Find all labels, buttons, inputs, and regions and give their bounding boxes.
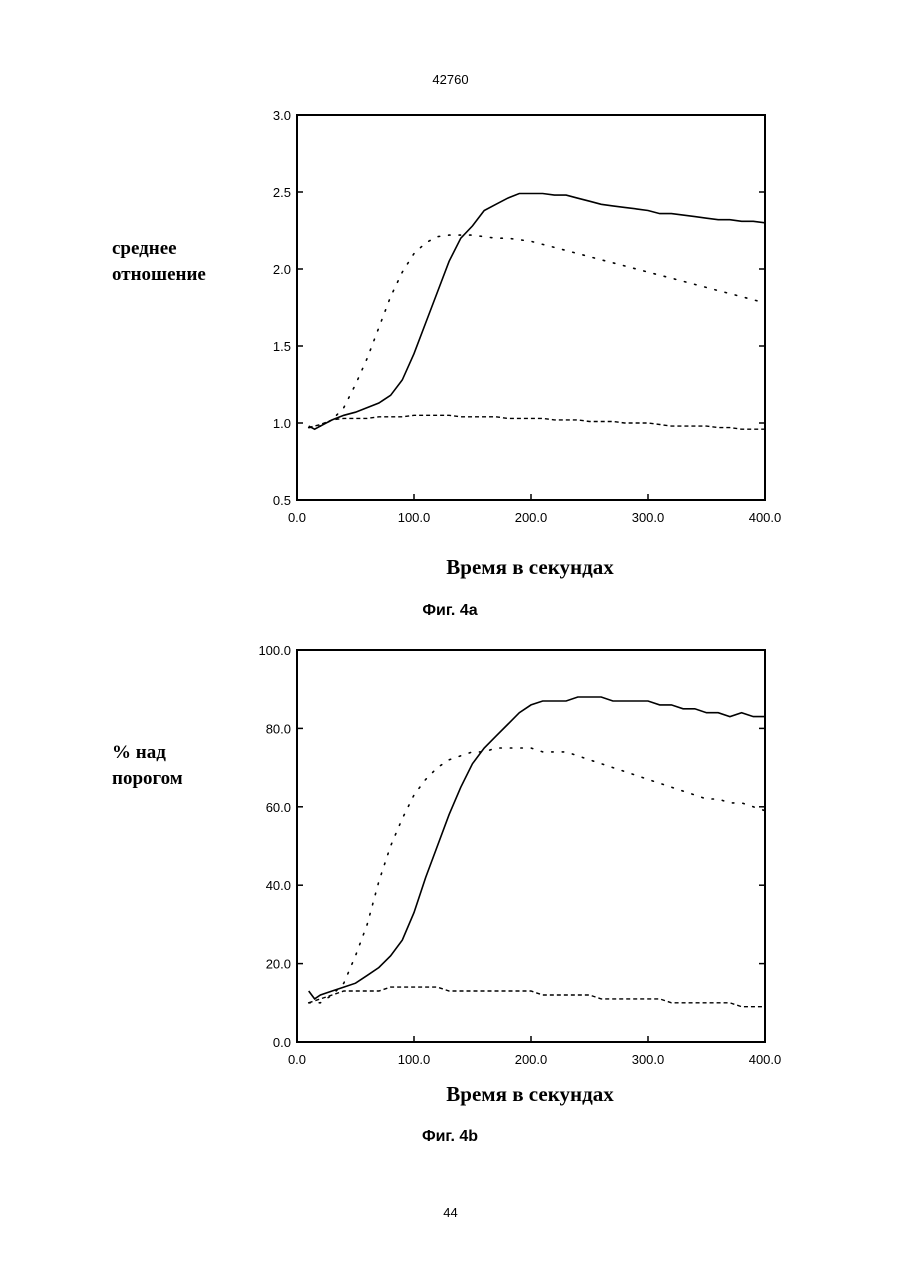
chart-b-caption: Фиг. 4b bbox=[290, 1128, 610, 1146]
chart-b-x-tick-label: 0.0 bbox=[288, 1052, 306, 1067]
chart-b-y-tick-label: 40.0 bbox=[266, 878, 291, 893]
chart-b-series-dashed-line bbox=[309, 987, 765, 1007]
chart-b-x-tick-label: 100.0 bbox=[398, 1052, 431, 1067]
page-footer: 44 bbox=[0, 1205, 901, 1220]
chart-b-x-tick-label: 300.0 bbox=[632, 1052, 665, 1067]
chart-b-series-dotted-line bbox=[309, 748, 765, 1003]
chart-b-x-tick-label: 400.0 bbox=[749, 1052, 782, 1067]
chart-b-y-tick-label: 20.0 bbox=[266, 957, 291, 972]
chart-b-y-tick-label: 60.0 bbox=[266, 800, 291, 815]
chart-b-series-solid-line bbox=[309, 697, 765, 999]
chart-b-y-tick-label: 0.0 bbox=[273, 1035, 291, 1050]
chart-b-y-tick-label: 100.0 bbox=[258, 643, 291, 658]
chart-b-y-tick-label: 80.0 bbox=[266, 721, 291, 736]
chart-b-x-axis-label: Время в секундах bbox=[290, 1082, 770, 1107]
chart-b-x-tick-label: 200.0 bbox=[515, 1052, 548, 1067]
